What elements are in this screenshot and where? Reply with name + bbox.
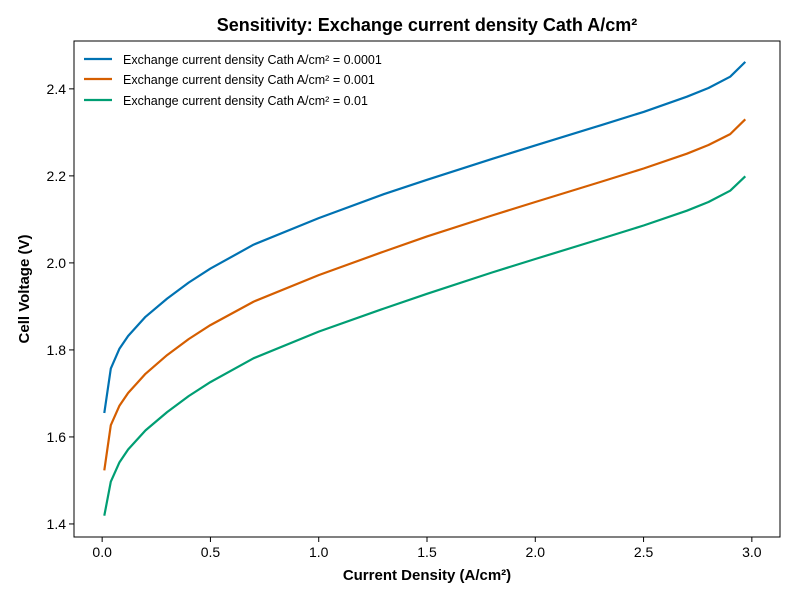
x-tick-label: 0.5 xyxy=(201,544,221,560)
legend-label: Exchange current density Cath A/cm² = 0.… xyxy=(123,53,382,67)
y-tick-label: 1.4 xyxy=(47,516,67,532)
legend-item: Exchange current density Cath A/cm² = 0.… xyxy=(84,94,368,108)
series-line-1 xyxy=(103,61,747,414)
y-tick-label: 1.6 xyxy=(47,429,67,445)
y-tick-label: 2.0 xyxy=(47,255,67,271)
plot-area-frame xyxy=(73,40,781,538)
legend-item: Exchange current density Cath A/cm² = 0.… xyxy=(84,73,375,87)
legend: Exchange current density Cath A/cm² = 0.… xyxy=(84,53,382,108)
legend-item: Exchange current density Cath A/cm² = 0.… xyxy=(84,53,382,67)
x-tick-label: 0.0 xyxy=(92,544,112,560)
y-axis-label: Cell Voltage (V) xyxy=(16,235,33,344)
x-tick-label: 2.5 xyxy=(634,544,654,560)
y-tick-label: 2.4 xyxy=(47,81,67,97)
series-line-2 xyxy=(103,118,747,471)
y-tick-label: 1.8 xyxy=(47,342,67,358)
legend-label: Exchange current density Cath A/cm² = 0.… xyxy=(123,94,368,108)
axis-ticks: 0.0 0.5 1.0 1.5 2.0 2.5 3.0 1.4 1.6 1.8 2.0 2.2 2.4 xyxy=(47,81,762,560)
plot-series xyxy=(103,61,747,516)
x-tick-label: 1.0 xyxy=(309,544,329,560)
x-tick-label: 1.5 xyxy=(417,544,437,560)
y-tick-label: 2.2 xyxy=(47,168,67,184)
x-tick-label: 3.0 xyxy=(742,544,762,560)
x-axis-label: Current Density (A/cm²) xyxy=(343,567,511,584)
series-line-3 xyxy=(103,175,747,516)
chart-title: Sensitivity: Exchange current density Ca… xyxy=(217,15,637,35)
x-tick-label: 2.0 xyxy=(526,544,546,560)
legend-label: Exchange current density Cath A/cm² = 0.… xyxy=(123,73,375,87)
